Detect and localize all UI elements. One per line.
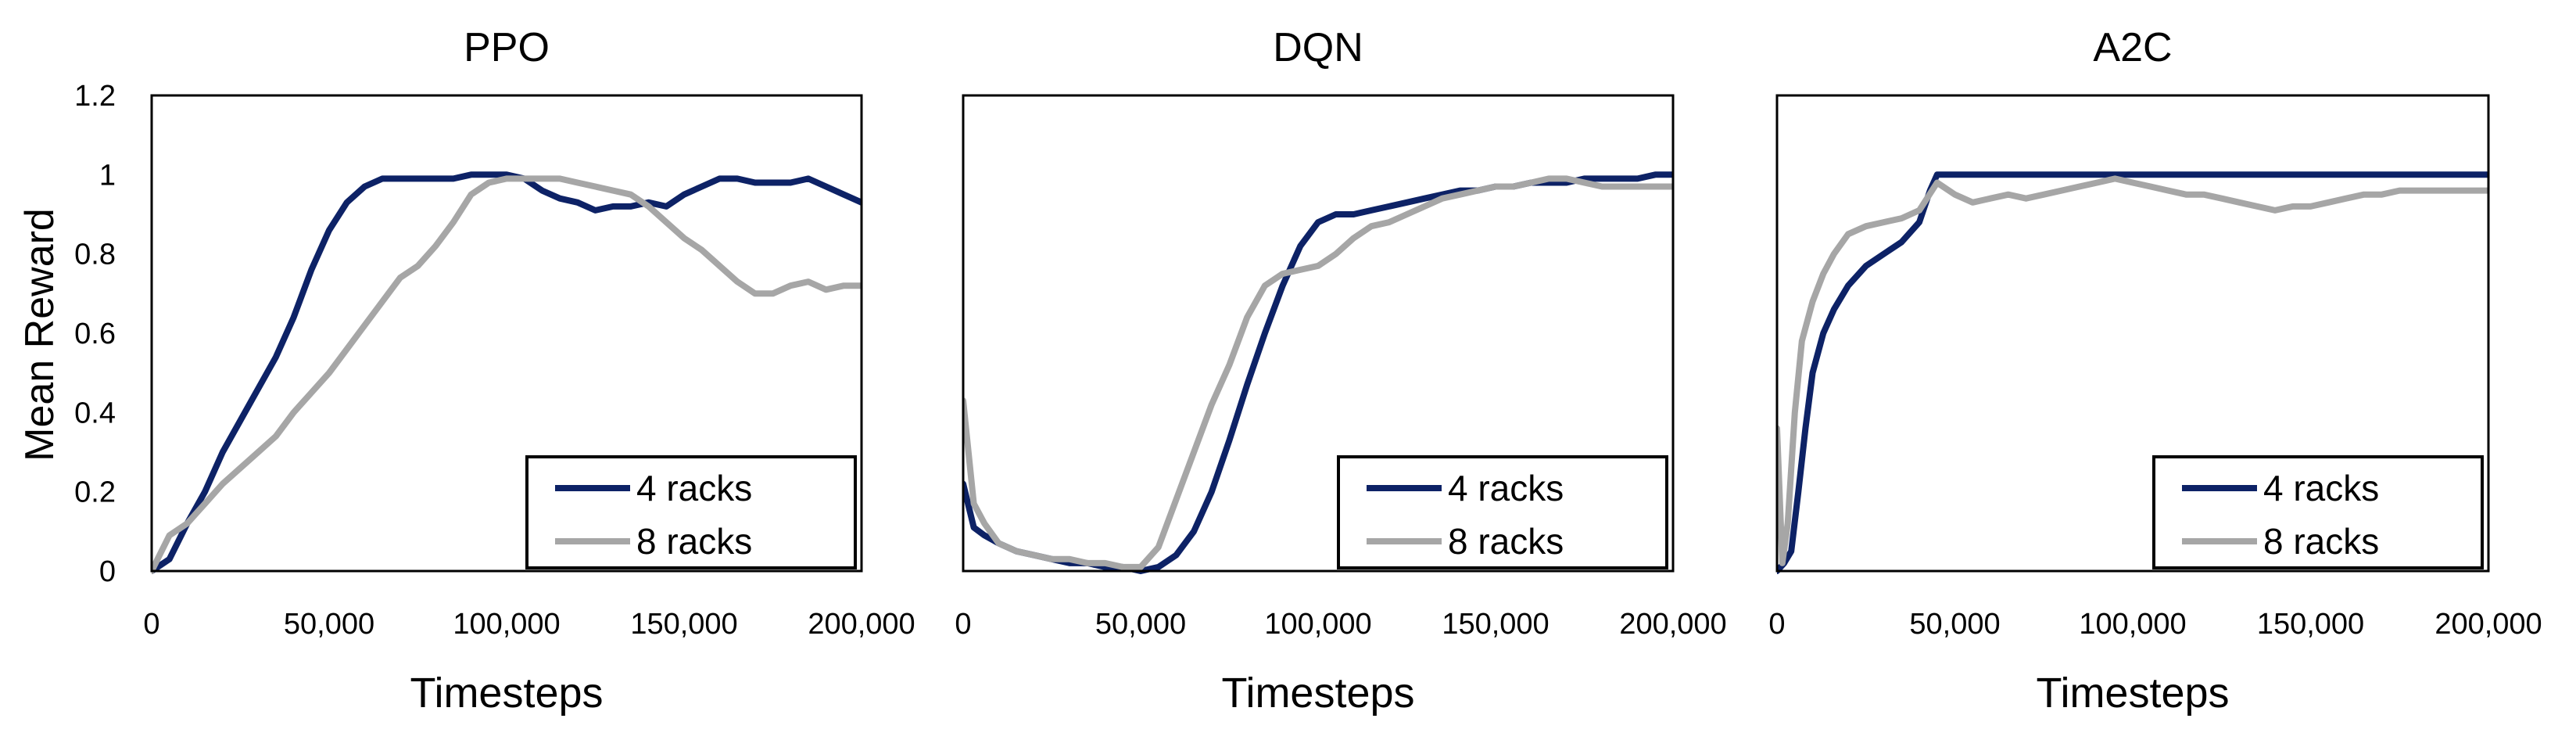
series-line-4-racks <box>1777 171 2488 574</box>
series-line-4-racks <box>963 171 1673 574</box>
x-tick-label: 0 <box>1768 608 1785 641</box>
series-group <box>152 171 862 574</box>
plot-frame <box>150 94 863 573</box>
chart-0: PPO 0 0.2 0.4 0.6 0.8 1 1.2 0 50,000 100,000 150,00… <box>74 25 915 717</box>
x-tick-label: 200,000 <box>2434 608 2542 641</box>
x-axis-label: Timesteps <box>2036 670 2229 717</box>
x-tick-label: 0 <box>143 608 159 641</box>
legend-label: 8 racks <box>1448 521 1564 562</box>
x-tick-label: 100,000 <box>1264 608 1371 641</box>
chart-1: DQN 0 50,000 100,000 150,000 200,000 Timesteps… <box>955 25 1726 717</box>
x-tick-label: 150,000 <box>1442 608 1549 641</box>
x-tick-label: 100,000 <box>2079 608 2186 641</box>
legend-box <box>1337 455 1668 569</box>
plot-frame <box>1775 94 2490 573</box>
chart-2: A2C 0 50,000 100,000 150,000 200,000 Timesteps… <box>1768 25 2542 717</box>
chart-title: PPO <box>464 25 550 70</box>
y-tick-label: 0.6 <box>74 318 116 350</box>
legend-label: 4 racks <box>2263 468 2379 508</box>
legend-label: 8 racks <box>636 521 752 562</box>
x-tick-label: 50,000 <box>1095 608 1186 641</box>
legend-box <box>2152 455 2484 569</box>
x-tick-label: 50,000 <box>284 608 374 641</box>
legend: 4 racks 8 racks <box>2152 455 2484 569</box>
series-group <box>963 171 1673 574</box>
legend: 4 racks 8 racks <box>1337 455 1668 569</box>
x-axis-label: Timesteps <box>410 670 603 717</box>
chart-panels: PPO 0 0.2 0.4 0.6 0.8 1 1.2 0 50,000 100,000 150,00… <box>74 25 2542 717</box>
y-tick-label: 0 <box>99 555 116 588</box>
x-tick-label: 0 <box>955 608 971 641</box>
x-tick-label: 150,000 <box>630 608 737 641</box>
x-tick-label: 50,000 <box>1909 608 2000 641</box>
x-tick-label: 200,000 <box>808 608 915 641</box>
series-group <box>1777 171 2488 574</box>
chart-title: DQN <box>1273 25 1363 70</box>
y-tick-label: 1.2 <box>74 80 116 113</box>
series-line-8-racks <box>1777 175 2488 566</box>
legend-label: 4 racks <box>636 468 752 508</box>
plot-frame <box>962 94 1675 573</box>
series-line-8-racks <box>152 175 862 574</box>
legend-label: 4 racks <box>1448 468 1564 508</box>
y-axis-label: Mean Reward <box>17 208 63 462</box>
x-tick-label: 200,000 <box>1619 608 1726 641</box>
x-tick-label: 100,000 <box>453 608 560 641</box>
legend-label: 8 racks <box>2263 521 2379 562</box>
x-tick-label: 150,000 <box>2257 608 2364 641</box>
y-tick-label: 0.4 <box>74 397 116 429</box>
series-line-8-racks <box>963 175 1673 570</box>
legend-box <box>525 455 857 569</box>
legend: 4 racks 8 racks <box>525 455 857 569</box>
y-tick-label: 1 <box>99 159 116 192</box>
series-line-4-racks <box>152 171 862 574</box>
y-tick-label: 0.2 <box>74 476 116 509</box>
chart-title: A2C <box>2093 25 2172 70</box>
x-axis-label: Timesteps <box>1221 670 1414 717</box>
y-tick-label: 0.8 <box>74 239 116 271</box>
